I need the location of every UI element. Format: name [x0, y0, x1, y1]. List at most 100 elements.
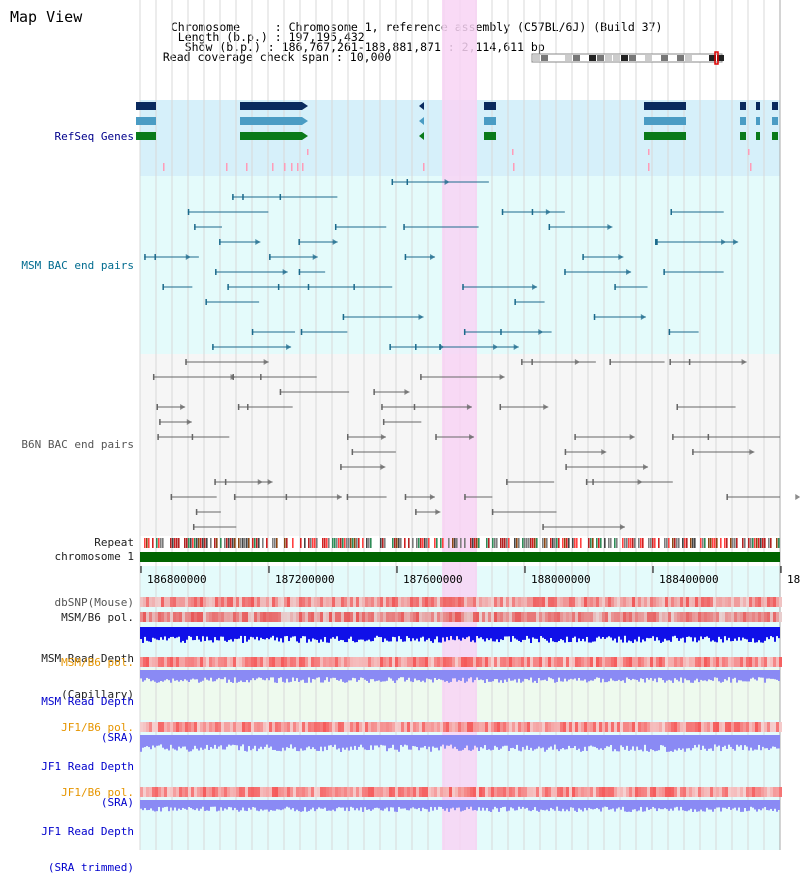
jf1-depth-trimmed-bar — [314, 800, 316, 812]
msm-b6-pol-cell — [188, 612, 191, 622]
repeat-element — [204, 538, 206, 548]
repeat-element — [622, 538, 624, 548]
b6n-bac-pair-end — [185, 359, 187, 365]
msm-b6-pol-cell — [164, 612, 167, 622]
jf1-b6-pol-2-cell — [353, 787, 356, 797]
msm-depth-sra-bar — [656, 670, 658, 683]
msm-depth-sra-bar — [502, 670, 504, 683]
jf1-depth-sra-bar — [752, 735, 754, 751]
dbsnp-cell — [461, 597, 464, 607]
msm-depth-capillary-bar — [594, 627, 596, 642]
msm-b6-pol-sra-cell — [680, 657, 683, 667]
msm-b6-pol-sra-cell — [779, 657, 782, 667]
repeat-element — [472, 538, 474, 548]
dbsnp-cell — [683, 597, 686, 607]
jf1-depth-trimmed-bar — [504, 800, 506, 807]
b6n-bac-pair-end — [592, 479, 594, 485]
msm-b6-pol-sra-cell — [152, 657, 155, 667]
jf1-b6-pol-2-cell — [770, 787, 773, 797]
jf1-b6-pol-2-cell — [710, 787, 713, 797]
jf1-b6-pol-2-cell — [536, 787, 539, 797]
jf1-depth-trimmed-bar — [484, 800, 486, 811]
label-b6n-bac[interactable]: B6N BAC end pairs — [21, 438, 134, 451]
jf1-depth-trimmed-bar — [386, 800, 388, 808]
msm-depth-sra-bar — [416, 670, 418, 681]
msm-depth-capillary-bar — [146, 627, 148, 641]
msm-bac-pair-arrow — [733, 239, 739, 245]
jf1-depth-trimmed-bar — [562, 800, 564, 809]
repeat-element — [550, 538, 552, 548]
b6n-bac-pair-end — [415, 509, 417, 515]
jf1-b6-pol-cell — [236, 722, 239, 732]
msm-b6-pol-sra-cell — [584, 657, 587, 667]
repeat-element — [226, 538, 228, 548]
label-refseq-genes[interactable]: RefSeq Genes — [54, 130, 134, 143]
jf1-b6-pol-cell — [545, 722, 548, 732]
jf1-b6-pol-2-cell — [635, 787, 638, 797]
dbsnp-cell — [641, 597, 644, 607]
jf1-depth-sra-bar — [522, 735, 524, 748]
msm-b6-pol-cell — [593, 612, 596, 622]
jf1-b6-pol-2-cell — [152, 787, 155, 797]
jf1-depth-trimmed-bar — [678, 800, 680, 811]
msm-b6-pol-cell — [554, 612, 557, 622]
repeat-element — [694, 538, 696, 548]
msm-b6-pol-cell — [386, 612, 389, 622]
msm-b6-pol-sra-cell — [722, 657, 725, 667]
jf1-depth-trimmed-bar — [436, 800, 438, 810]
msm-depth-sra-bar — [564, 670, 566, 679]
msm-depth-sra-bar — [220, 670, 222, 680]
jf1-depth-sra-bar — [356, 735, 358, 750]
msm-depth-capillary-bar — [416, 627, 418, 639]
jf1-b6-pol-2-cell — [419, 787, 422, 797]
jf1-b6-pol-2-cell — [716, 787, 719, 797]
jf1-b6-pol-cell — [383, 722, 386, 732]
msm-b6-pol-cell — [557, 612, 560, 622]
jf1-b6-pol-2-cell — [599, 787, 602, 797]
jf1-b6-pol-cell — [617, 722, 620, 732]
msm-depth-capillary-bar — [258, 627, 260, 641]
msm-depth-capillary-bar — [388, 627, 390, 642]
dbsnp-cell — [626, 597, 629, 607]
msm-depth-sra-bar — [362, 670, 364, 678]
jf1-depth-trimmed-bar — [666, 800, 668, 810]
msm-depth-capillary-bar — [390, 627, 392, 642]
msm-depth-sra-bar — [494, 670, 496, 680]
msm-depth-sra-bar — [524, 670, 526, 679]
jf1-depth-sra-bar — [440, 735, 442, 747]
msm-b6-pol-sra-cell — [464, 657, 467, 667]
msm-bac-pair-arrow — [418, 314, 424, 320]
jf1-depth-trimmed-bar — [274, 800, 276, 811]
repeat-element — [684, 538, 686, 548]
jf1-b6-pol-2-cell — [320, 787, 323, 797]
msm-b6-pol-cell — [284, 612, 287, 622]
jf1-depth-sra-bar — [146, 735, 148, 747]
msm-b6-pol-cell — [776, 612, 779, 622]
msm-depth-capillary-bar — [764, 627, 766, 641]
jf1-depth-sra-bar — [296, 735, 298, 752]
jf1-b6-pol-2-cell — [215, 787, 218, 797]
refseq-tick — [163, 163, 165, 171]
msm-b6-pol-sra-cell — [185, 657, 188, 667]
b6n-bac-pair-arrow — [469, 434, 475, 440]
msm-b6-pol-cell — [266, 612, 269, 622]
genome-map-canvas[interactable]: 186800000 187200000 187600000 188000000 1884… — [0, 0, 800, 850]
msm-b6-pol-cell — [629, 612, 632, 622]
jf1-depth-sra-bar — [218, 735, 220, 747]
repeat-element — [322, 538, 324, 548]
jf1-b6-pol-2-cell — [395, 787, 398, 797]
jf1-depth-sra-bar — [534, 735, 536, 750]
jf1-depth-trimmed-bar — [632, 800, 634, 810]
jf1-depth-sra-bar — [310, 735, 312, 750]
jf1-depth-sra-bar — [662, 735, 664, 746]
jf1-depth-trimmed-bar — [148, 800, 150, 810]
msm-b6-pol-sra-cell — [182, 657, 185, 667]
jf1-b6-pol-cell — [533, 722, 536, 732]
label-msm-bac[interactable]: MSM BAC end pairs — [21, 259, 134, 272]
msm-depth-sra-bar — [218, 670, 220, 678]
msm-bac-pair-end — [144, 254, 146, 260]
msm-b6-pol-cell — [230, 612, 233, 622]
msm-bac-pair-end — [403, 224, 405, 230]
jf1-depth-sra-bar — [304, 735, 306, 751]
b6n-bac-pair-arrow — [466, 404, 472, 410]
